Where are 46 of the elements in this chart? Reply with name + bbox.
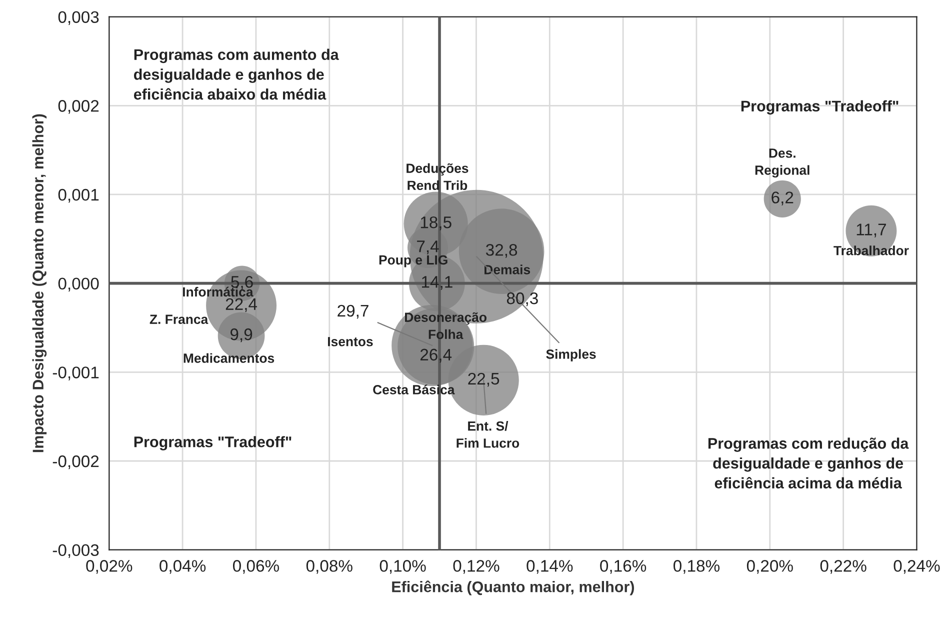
- annotation: Demais: [484, 264, 530, 274]
- y-tick-label: -0,002: [52, 455, 99, 470]
- x-tick-label: 0,14%: [526, 560, 573, 574]
- annotation: Programas "Tradeoff": [741, 100, 898, 115]
- annotation: Simples: [546, 349, 596, 362]
- data-label: 22,4: [226, 298, 258, 312]
- data-label: 32,8: [486, 244, 518, 258]
- y-tick-label: -0,003: [52, 544, 99, 558]
- data-label: 26,4: [420, 348, 452, 363]
- x-tick-label: 0,02%: [86, 560, 132, 574]
- annotation: Des. Regional: [755, 148, 810, 178]
- annotation: Medicamentos: [184, 353, 274, 363]
- y-axis-title: Impacto Desigualdade (Quanto menor, melhor): [32, 114, 47, 452]
- x-tick-label: 0,04%: [160, 560, 206, 574]
- annotation: Isentos: [328, 337, 373, 346]
- y-tick-label: 0,000: [58, 278, 99, 292]
- y-tick-label: 0,003: [58, 11, 99, 25]
- x-tick-label: 0,12%: [453, 560, 500, 574]
- data-label: 29,7: [338, 304, 368, 319]
- annotation: Ent. S/ Fim Lucro: [456, 421, 520, 448]
- x-tick-label: 0,20%: [746, 560, 793, 574]
- data-label: 11,7: [856, 224, 886, 238]
- data-label: 6,2: [772, 192, 794, 206]
- y-tick-label: 0,002: [58, 100, 99, 114]
- x-tick-label: 0,24%: [894, 560, 940, 574]
- annotation: Poup e LIG: [379, 255, 448, 268]
- annotation: Programas "Tradeoff": [134, 436, 292, 450]
- annotation: Programas com redução da desigualdade e ganhos de eficiência acima da média: [708, 438, 909, 489]
- x-tick-label: 0,16%: [600, 560, 646, 574]
- x-tick-label: 0,08%: [306, 560, 352, 574]
- annotation: Trabalhador: [834, 246, 909, 256]
- annotation: Z. Franca: [150, 314, 208, 324]
- data-label: 22,5: [468, 372, 500, 387]
- x-tick-label: 0,18%: [674, 560, 720, 574]
- y-tick-label: 0,001: [58, 188, 99, 203]
- annotation: Desoneração Folha: [405, 312, 486, 340]
- x-tick-label: 0,06%: [232, 560, 280, 574]
- data-label: 14,1: [422, 276, 452, 290]
- annotation: Programas com aumento da desigualdade e ganhos de eficiência abaixo da média: [134, 48, 339, 100]
- x-tick-label: 0,22%: [820, 560, 866, 574]
- data-label: 7,4: [417, 240, 439, 254]
- x-axis-title: Eficiência (Quanto maior, melhor): [392, 580, 634, 596]
- y-tick-label: -0,001: [52, 366, 99, 380]
- x-tick-label: 0,10%: [380, 560, 426, 574]
- data-label: 9,9: [230, 328, 252, 342]
- data-label: 18,5: [420, 216, 452, 230]
